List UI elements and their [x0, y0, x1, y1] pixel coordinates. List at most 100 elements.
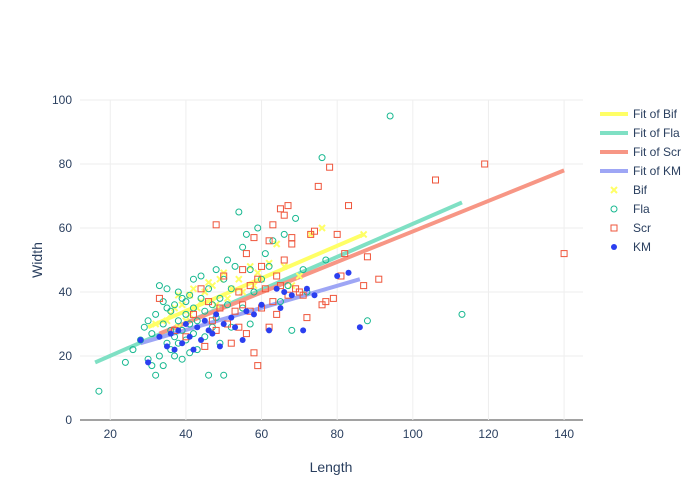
legend-item-scr[interactable]: Scr: [610, 221, 651, 235]
legend-item-fit-of-km[interactable]: Fit of KM: [600, 164, 681, 178]
legend-swatch: [610, 224, 618, 232]
point-fla: [220, 371, 228, 379]
point-scr: [276, 282, 284, 290]
point-fla: [159, 362, 167, 370]
point-fla: [201, 333, 209, 341]
point-km: [232, 324, 239, 331]
point-fla: [292, 214, 300, 222]
y-tick-label: 100: [52, 93, 72, 107]
point-fla: [250, 288, 258, 296]
point-km: [194, 324, 201, 331]
legend-label: Fit of Fla: [633, 126, 680, 140]
point-fla: [458, 310, 466, 318]
point-fla: [280, 230, 288, 238]
point-km: [175, 327, 182, 334]
point-scr: [273, 310, 281, 318]
point-scr: [329, 294, 337, 302]
point-scr: [227, 339, 235, 347]
point-km: [303, 285, 310, 292]
point-scr: [208, 317, 216, 325]
legend[interactable]: Fit of Bif Fit of Fla Fit of Scr Fit of KM B…: [600, 107, 681, 254]
point-scr: [242, 250, 250, 258]
legend-item-km[interactable]: KM: [611, 240, 651, 254]
point-km: [213, 311, 220, 318]
point-bif: [208, 281, 217, 290]
point-scr: [254, 275, 262, 283]
point-scr: [280, 211, 288, 219]
point-fla: [299, 266, 307, 274]
point-scr: [314, 182, 322, 190]
point-fla: [95, 387, 103, 395]
point-km: [209, 330, 216, 337]
x-tick-label: 100: [403, 427, 423, 441]
point-scr: [360, 282, 368, 290]
point-fla: [197, 294, 205, 302]
point-fla: [239, 243, 247, 251]
point-scr: [258, 262, 266, 270]
legend-item-fit-of-fla[interactable]: Fit of Fla: [600, 126, 680, 140]
point-fla: [182, 310, 190, 318]
point-fla: [231, 262, 239, 270]
x-tick-label: 140: [554, 427, 574, 441]
point-km: [171, 346, 178, 353]
point-km: [137, 337, 144, 343]
point-fla: [167, 307, 175, 315]
point-fla: [269, 237, 277, 245]
point-scr: [363, 253, 371, 261]
point-bif: [272, 240, 281, 248]
point-fla: [174, 317, 182, 325]
legend-item-fla[interactable]: Fla: [610, 202, 650, 216]
point-scr: [242, 330, 250, 338]
point-fla: [227, 285, 235, 293]
point-fla: [246, 320, 254, 328]
legend-label: Bif: [633, 183, 648, 197]
point-fla: [197, 272, 205, 280]
point-fla: [216, 294, 224, 302]
point-km: [182, 321, 189, 327]
point-km: [356, 324, 363, 331]
x-tick-label: 40: [179, 427, 193, 441]
point-km: [156, 333, 163, 340]
y-tick-label: 80: [59, 157, 73, 171]
point-scr: [197, 285, 205, 293]
x-tick-label: 80: [330, 427, 344, 441]
y-tick-label: 20: [59, 349, 73, 363]
point-fla: [265, 262, 273, 270]
point-scr: [345, 202, 353, 210]
point-scr: [273, 272, 281, 280]
y-axis-ticks: 0 20 40 60 80 100: [52, 93, 72, 427]
point-scr: [155, 294, 163, 302]
point-fla: [322, 256, 330, 264]
point-fla: [155, 282, 163, 290]
point-bif: [250, 281, 258, 290]
point-bif: [254, 269, 262, 277]
point-fla: [129, 346, 137, 354]
point-km: [281, 289, 288, 295]
legend-item-bif[interactable]: Bif: [610, 183, 648, 197]
point-scr: [205, 298, 213, 306]
point-fla: [235, 208, 243, 216]
legend-item-fit-of-bif[interactable]: Fit of Bif: [600, 107, 678, 121]
point-km: [163, 343, 170, 350]
legend-item-fit-of-scr[interactable]: Fit of Scr: [600, 145, 681, 159]
x-tick-label: 60: [255, 427, 269, 441]
y-axis-title: Width: [29, 242, 45, 278]
point-km: [186, 333, 193, 340]
point-bif: [359, 230, 368, 239]
point-km: [228, 314, 235, 321]
point-fla: [193, 317, 201, 325]
fit-line-fit-of-scr: [158, 168, 565, 336]
point-scr: [216, 304, 224, 312]
point-scr: [239, 301, 247, 309]
point-scr: [326, 163, 334, 171]
point-scr: [280, 256, 288, 264]
point-fla: [189, 275, 197, 283]
x-tick-label: 120: [478, 427, 498, 441]
point-fla: [212, 266, 220, 274]
point-scr: [254, 362, 262, 370]
point-bif: [223, 294, 232, 303]
point-scr: [481, 160, 489, 168]
point-km: [190, 346, 197, 353]
